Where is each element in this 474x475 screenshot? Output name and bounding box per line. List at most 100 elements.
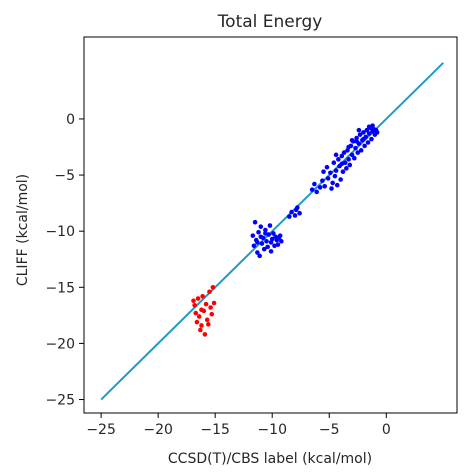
data-point bbox=[256, 229, 261, 235]
data-point bbox=[365, 140, 371, 145]
data-point bbox=[255, 240, 260, 245]
data-point bbox=[339, 153, 345, 159]
reference-line bbox=[100, 62, 445, 401]
data-point bbox=[374, 130, 380, 135]
data-point bbox=[289, 209, 294, 215]
data-point bbox=[268, 249, 274, 254]
data-point bbox=[321, 169, 326, 174]
data-point bbox=[194, 319, 200, 325]
data-point bbox=[195, 296, 201, 301]
data-point bbox=[352, 155, 357, 161]
data-point bbox=[203, 301, 209, 307]
data-point bbox=[333, 168, 339, 173]
data-point bbox=[202, 332, 208, 337]
chart-title: Total Energy bbox=[217, 12, 323, 32]
data-point bbox=[324, 164, 330, 170]
data-point bbox=[312, 181, 317, 187]
data-point bbox=[354, 135, 359, 141]
data-point bbox=[333, 152, 339, 158]
data-point bbox=[328, 170, 333, 176]
data-point bbox=[199, 307, 204, 313]
data-point bbox=[361, 130, 366, 135]
data-point bbox=[309, 187, 315, 192]
data-point bbox=[198, 327, 203, 333]
data-point bbox=[258, 234, 264, 240]
data-point bbox=[191, 298, 196, 304]
data-point bbox=[251, 243, 257, 249]
y-tick-label: −25 bbox=[45, 393, 75, 409]
data-point bbox=[314, 189, 319, 195]
data-point bbox=[263, 227, 268, 233]
y-tick-label: −10 bbox=[45, 224, 75, 240]
data-point bbox=[346, 144, 351, 150]
data-point bbox=[336, 157, 341, 162]
data-point bbox=[358, 148, 364, 153]
x-tick-label: −5 bbox=[319, 422, 340, 438]
data-point bbox=[261, 246, 267, 252]
data-point bbox=[346, 157, 351, 162]
data-point bbox=[250, 233, 256, 238]
data-point bbox=[206, 322, 211, 327]
data-point bbox=[267, 223, 273, 228]
data-point bbox=[349, 137, 355, 143]
data-point bbox=[192, 302, 197, 308]
plot-area: −25 −20 −15 −10 −5 0 −25 −20 −15 −10 −5 0 bbox=[45, 36, 458, 438]
data-point bbox=[207, 289, 212, 295]
data-point bbox=[362, 143, 367, 149]
data-point bbox=[338, 177, 343, 182]
data-point bbox=[265, 244, 270, 250]
data-point bbox=[259, 241, 265, 246]
data-point bbox=[193, 310, 199, 316]
data-point bbox=[209, 311, 215, 317]
series-0 bbox=[191, 284, 217, 337]
data-point bbox=[199, 323, 204, 328]
x-tick-label: 0 bbox=[382, 422, 391, 438]
y-tick-label: −5 bbox=[54, 168, 75, 184]
x-tick-label: −20 bbox=[143, 422, 173, 438]
data-point bbox=[355, 150, 361, 155]
data-point bbox=[361, 136, 366, 142]
series-1 bbox=[250, 123, 380, 259]
y-tick-label: −15 bbox=[45, 280, 75, 296]
data-point bbox=[356, 127, 362, 133]
data-point bbox=[331, 160, 337, 166]
x-tick-label: −10 bbox=[257, 422, 287, 438]
data-point bbox=[339, 161, 345, 167]
data-point bbox=[204, 317, 210, 323]
data-point bbox=[370, 123, 375, 128]
data-point bbox=[196, 314, 202, 319]
plot-frame bbox=[83, 36, 458, 414]
data-point bbox=[269, 236, 275, 242]
data-point bbox=[211, 300, 217, 306]
data-point bbox=[334, 182, 340, 188]
data-point bbox=[353, 145, 358, 151]
x-tick-label: −25 bbox=[86, 422, 116, 438]
y-tick-label: −20 bbox=[45, 336, 75, 352]
data-point bbox=[292, 213, 298, 218]
x-tick-label: −15 bbox=[200, 422, 230, 438]
x-axis-label: CCSD(T)/CBS label (kcal/mol) bbox=[168, 451, 372, 467]
data-point bbox=[364, 127, 370, 133]
data-point bbox=[320, 178, 325, 183]
data-point bbox=[344, 166, 349, 171]
data-point bbox=[297, 210, 302, 216]
y-tick-label: 0 bbox=[66, 112, 75, 128]
data-point bbox=[252, 219, 258, 225]
data-point bbox=[330, 180, 335, 186]
data-point bbox=[369, 136, 374, 142]
data-point bbox=[277, 233, 283, 238]
data-point bbox=[349, 152, 355, 158]
data-point bbox=[354, 139, 359, 144]
data-point bbox=[366, 131, 372, 136]
data-point bbox=[332, 173, 338, 179]
data-point bbox=[295, 205, 300, 210]
data-point bbox=[325, 176, 331, 181]
data-point bbox=[210, 284, 216, 290]
data-point bbox=[357, 132, 363, 137]
data-point bbox=[340, 169, 346, 174]
data-point bbox=[322, 183, 327, 189]
data-point bbox=[255, 250, 260, 255]
data-point bbox=[200, 293, 205, 299]
data-point bbox=[257, 253, 262, 259]
